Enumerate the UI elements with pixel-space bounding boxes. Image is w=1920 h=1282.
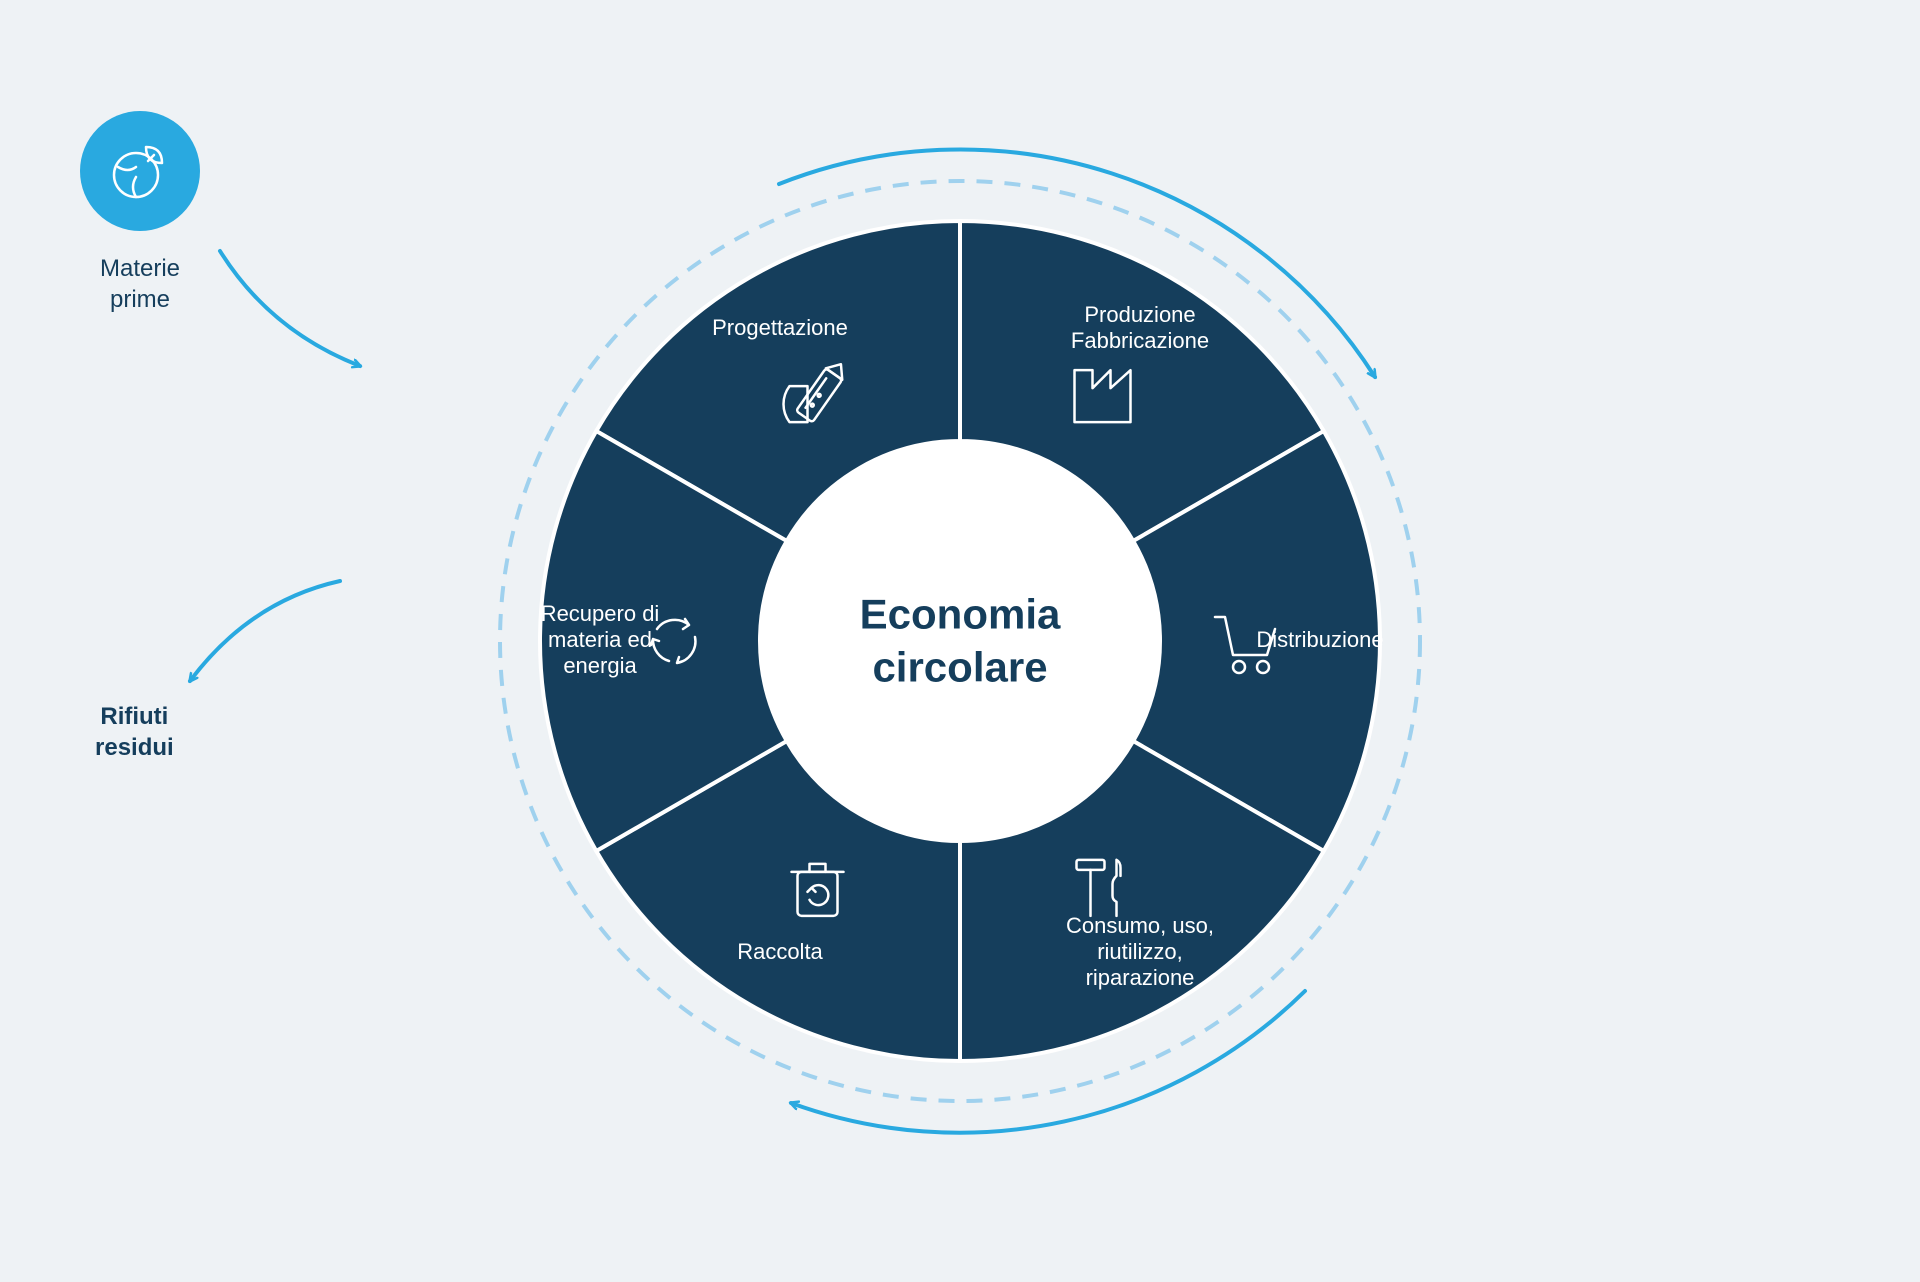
segment-label-distribuzione: Distribuzione <box>1256 627 1383 652</box>
segment-label-progettazione: Progettazione <box>712 315 848 340</box>
center-title-line2: circolare <box>872 643 1047 690</box>
output-arrow <box>130 551 530 951</box>
center-title: Economia circolare <box>800 589 1120 694</box>
center-title-line1: Economia <box>860 591 1061 638</box>
segment-label-produzione: ProduzioneFabbricazione <box>1071 302 1209 353</box>
circular-economy-diagram: Progettazione ProduzioneFabbricazione Di… <box>360 41 1560 1241</box>
input-arrow <box>130 171 530 571</box>
segment-label-raccolta: Raccolta <box>737 939 823 964</box>
